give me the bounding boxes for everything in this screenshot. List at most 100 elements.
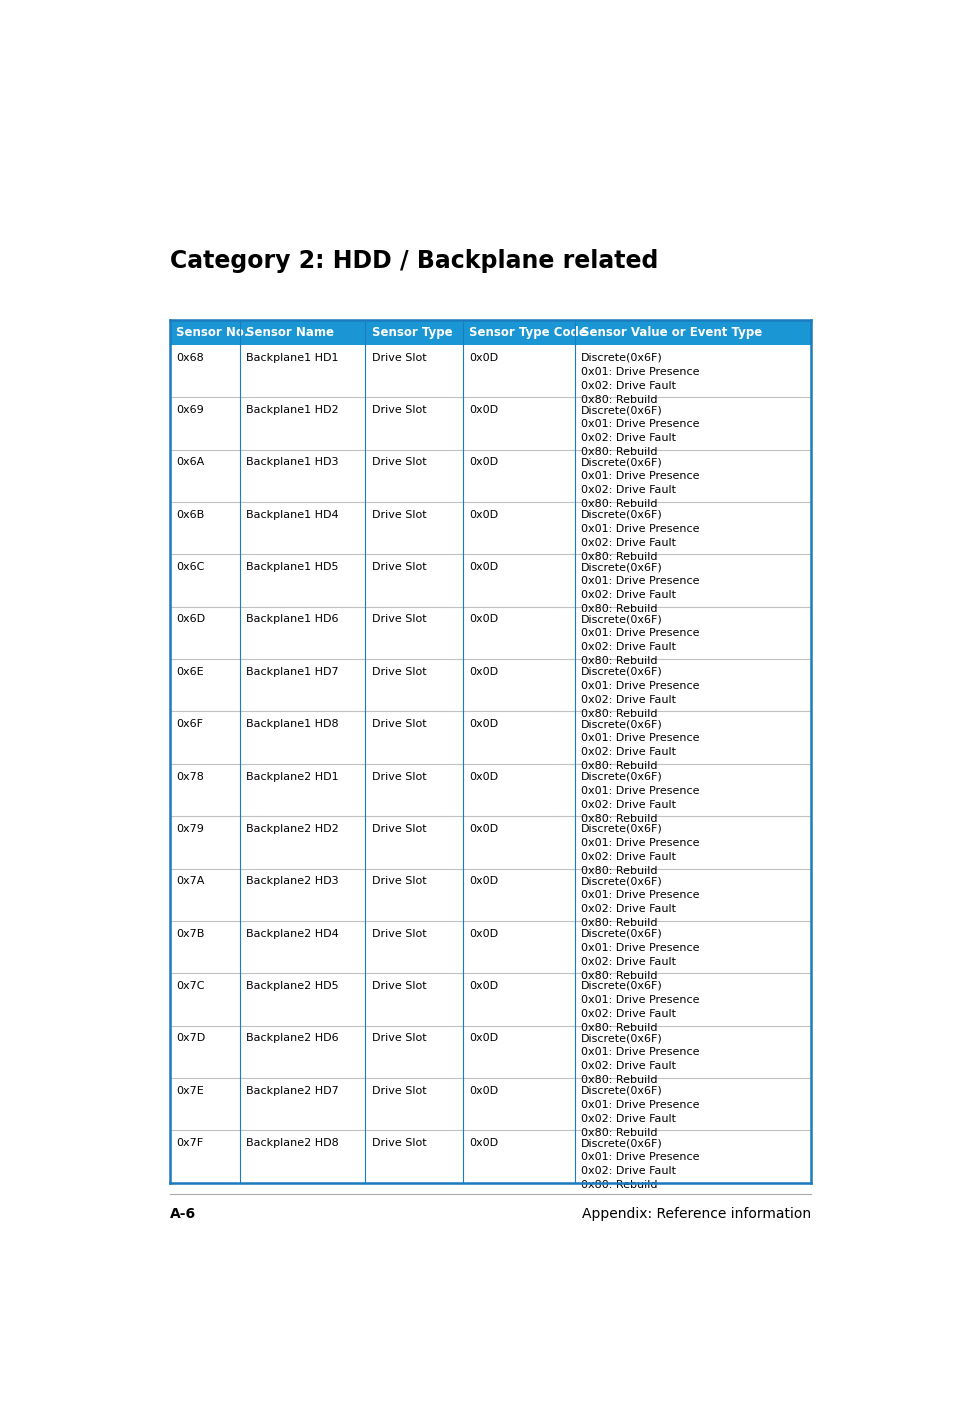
Bar: [170, 712, 810, 764]
Text: Backplane1 HD6: Backplane1 HD6: [246, 614, 338, 624]
Text: Backplane1 HD5: Backplane1 HD5: [246, 562, 338, 571]
Text: Backplane2 HD2: Backplane2 HD2: [246, 824, 338, 834]
Text: 0x79: 0x79: [175, 824, 204, 834]
Text: Discrete(0x6F)
0x01: Drive Presence
0x02: Drive Fault
0x80: Rebuild: Discrete(0x6F) 0x01: Drive Presence 0x02…: [580, 981, 699, 1032]
Bar: [170, 1025, 810, 1078]
Text: Discrete(0x6F)
0x01: Drive Presence
0x02: Drive Fault
0x80: Rebuild: Discrete(0x6F) 0x01: Drive Presence 0x02…: [580, 406, 699, 457]
Text: 0x6D: 0x6D: [175, 614, 205, 624]
Text: Discrete(0x6F)
0x01: Drive Presence
0x02: Drive Fault
0x80: Rebuild: Discrete(0x6F) 0x01: Drive Presence 0x02…: [580, 1086, 699, 1137]
Text: 0x78: 0x78: [175, 771, 204, 781]
Bar: [170, 817, 810, 869]
Bar: [170, 1078, 810, 1130]
Text: 0x68: 0x68: [175, 353, 203, 363]
Text: 0x0D: 0x0D: [469, 353, 497, 363]
Bar: [170, 397, 810, 450]
Text: Backplane2 HD4: Backplane2 HD4: [246, 929, 338, 939]
Text: 0x7F: 0x7F: [175, 1139, 203, 1149]
Text: Discrete(0x6F)
0x01: Drive Presence
0x02: Drive Fault
0x80: Rebuild: Discrete(0x6F) 0x01: Drive Presence 0x02…: [580, 771, 699, 824]
Text: Backplane2 HD5: Backplane2 HD5: [246, 981, 338, 991]
Text: 0x0D: 0x0D: [469, 509, 497, 520]
Text: 0x7B: 0x7B: [175, 929, 204, 939]
Text: Discrete(0x6F)
0x01: Drive Presence
0x02: Drive Fault
0x80: Rebuild: Discrete(0x6F) 0x01: Drive Presence 0x02…: [580, 929, 699, 981]
Text: Backplane2 HD8: Backplane2 HD8: [246, 1139, 338, 1149]
Text: Drive Slot: Drive Slot: [371, 458, 426, 468]
Text: Discrete(0x6F)
0x01: Drive Presence
0x02: Drive Fault
0x80: Rebuild: Discrete(0x6F) 0x01: Drive Presence 0x02…: [580, 666, 699, 719]
Text: Backplane1 HD4: Backplane1 HD4: [246, 509, 338, 520]
Bar: [170, 869, 810, 920]
Text: Drive Slot: Drive Slot: [371, 876, 426, 886]
Text: Drive Slot: Drive Slot: [371, 666, 426, 676]
Text: Discrete(0x6F)
0x01: Drive Presence
0x02: Drive Fault
0x80: Rebuild: Discrete(0x6F) 0x01: Drive Presence 0x02…: [580, 719, 699, 771]
Bar: [170, 320, 810, 345]
Text: Drive Slot: Drive Slot: [371, 562, 426, 571]
Text: Drive Slot: Drive Slot: [371, 824, 426, 834]
Text: Drive Slot: Drive Slot: [371, 509, 426, 520]
Text: Drive Slot: Drive Slot: [371, 929, 426, 939]
Text: Backplane1 HD7: Backplane1 HD7: [246, 666, 338, 676]
Text: 0x69: 0x69: [175, 406, 203, 415]
Bar: [170, 973, 810, 1025]
Text: Backplane1 HD8: Backplane1 HD8: [246, 719, 338, 729]
Text: Backplane1 HD3: Backplane1 HD3: [246, 458, 338, 468]
Text: 0x0D: 0x0D: [469, 458, 497, 468]
Text: Backplane1 HD1: Backplane1 HD1: [246, 353, 338, 363]
Bar: [170, 502, 810, 554]
Text: Drive Slot: Drive Slot: [371, 719, 426, 729]
Text: 0x0D: 0x0D: [469, 929, 497, 939]
Bar: [170, 554, 810, 607]
Bar: [170, 450, 810, 502]
Text: 0x7C: 0x7C: [175, 981, 204, 991]
Text: Drive Slot: Drive Slot: [371, 1139, 426, 1149]
Text: 0x0D: 0x0D: [469, 1034, 497, 1044]
Text: 0x7E: 0x7E: [175, 1086, 203, 1096]
Text: Drive Slot: Drive Slot: [371, 1086, 426, 1096]
Bar: [170, 1130, 810, 1183]
Text: 0x0D: 0x0D: [469, 406, 497, 415]
Text: 0x0D: 0x0D: [469, 1086, 497, 1096]
Text: 0x0D: 0x0D: [469, 771, 497, 781]
Text: 0x6C: 0x6C: [175, 562, 204, 571]
Text: 0x0D: 0x0D: [469, 1139, 497, 1149]
Bar: [170, 920, 810, 973]
Text: Drive Slot: Drive Slot: [371, 406, 426, 415]
Text: Discrete(0x6F)
0x01: Drive Presence
0x02: Drive Fault
0x80: Rebuild: Discrete(0x6F) 0x01: Drive Presence 0x02…: [580, 1034, 699, 1085]
Text: Discrete(0x6F)
0x01: Drive Presence
0x02: Drive Fault
0x80: Rebuild: Discrete(0x6F) 0x01: Drive Presence 0x02…: [580, 1139, 699, 1190]
Text: 0x0D: 0x0D: [469, 614, 497, 624]
Text: 0x0D: 0x0D: [469, 666, 497, 676]
Text: Drive Slot: Drive Slot: [371, 771, 426, 781]
Text: 0x6E: 0x6E: [175, 666, 203, 676]
Text: Appendix: Reference information: Appendix: Reference information: [581, 1207, 810, 1221]
Bar: [170, 345, 810, 397]
Text: Sensor Value or Event Type: Sensor Value or Event Type: [580, 326, 761, 339]
Text: 0x0D: 0x0D: [469, 981, 497, 991]
Text: Discrete(0x6F)
0x01: Drive Presence
0x02: Drive Fault
0x80: Rebuild: Discrete(0x6F) 0x01: Drive Presence 0x02…: [580, 353, 699, 404]
Text: Category 2: HDD / Backplane related: Category 2: HDD / Backplane related: [170, 250, 658, 274]
Text: Sensor Name: Sensor Name: [246, 326, 334, 339]
Text: Backplane2 HD3: Backplane2 HD3: [246, 876, 338, 886]
Text: Discrete(0x6F)
0x01: Drive Presence
0x02: Drive Fault
0x80: Rebuild: Discrete(0x6F) 0x01: Drive Presence 0x02…: [580, 614, 699, 666]
Text: 0x6A: 0x6A: [175, 458, 204, 468]
Text: 0x7D: 0x7D: [175, 1034, 205, 1044]
Text: Sensor Type Code: Sensor Type Code: [469, 326, 586, 339]
Text: A-6: A-6: [170, 1207, 195, 1221]
Text: 0x0D: 0x0D: [469, 824, 497, 834]
Text: Discrete(0x6F)
0x01: Drive Presence
0x02: Drive Fault
0x80: Rebuild: Discrete(0x6F) 0x01: Drive Presence 0x02…: [580, 509, 699, 562]
Text: Discrete(0x6F)
0x01: Drive Presence
0x02: Drive Fault
0x80: Rebuild: Discrete(0x6F) 0x01: Drive Presence 0x02…: [580, 876, 699, 929]
Text: Drive Slot: Drive Slot: [371, 1034, 426, 1044]
Text: 0x6B: 0x6B: [175, 509, 204, 520]
Text: Backplane2 HD6: Backplane2 HD6: [246, 1034, 338, 1044]
Text: 0x7A: 0x7A: [175, 876, 204, 886]
Text: Drive Slot: Drive Slot: [371, 353, 426, 363]
Text: Backplane1 HD2: Backplane1 HD2: [246, 406, 338, 415]
Text: Discrete(0x6F)
0x01: Drive Presence
0x02: Drive Fault
0x80: Rebuild: Discrete(0x6F) 0x01: Drive Presence 0x02…: [580, 458, 699, 509]
Text: 0x0D: 0x0D: [469, 719, 497, 729]
Text: 0x6F: 0x6F: [175, 719, 203, 729]
Text: Discrete(0x6F)
0x01: Drive Presence
0x02: Drive Fault
0x80: Rebuild: Discrete(0x6F) 0x01: Drive Presence 0x02…: [580, 562, 699, 614]
Text: Drive Slot: Drive Slot: [371, 981, 426, 991]
Bar: [170, 764, 810, 817]
Bar: [170, 607, 810, 659]
Text: Sensor Type: Sensor Type: [371, 326, 452, 339]
Text: Sensor No.: Sensor No.: [175, 326, 248, 339]
Text: 0x0D: 0x0D: [469, 876, 497, 886]
Text: Discrete(0x6F)
0x01: Drive Presence
0x02: Drive Fault
0x80: Rebuild: Discrete(0x6F) 0x01: Drive Presence 0x02…: [580, 824, 699, 876]
